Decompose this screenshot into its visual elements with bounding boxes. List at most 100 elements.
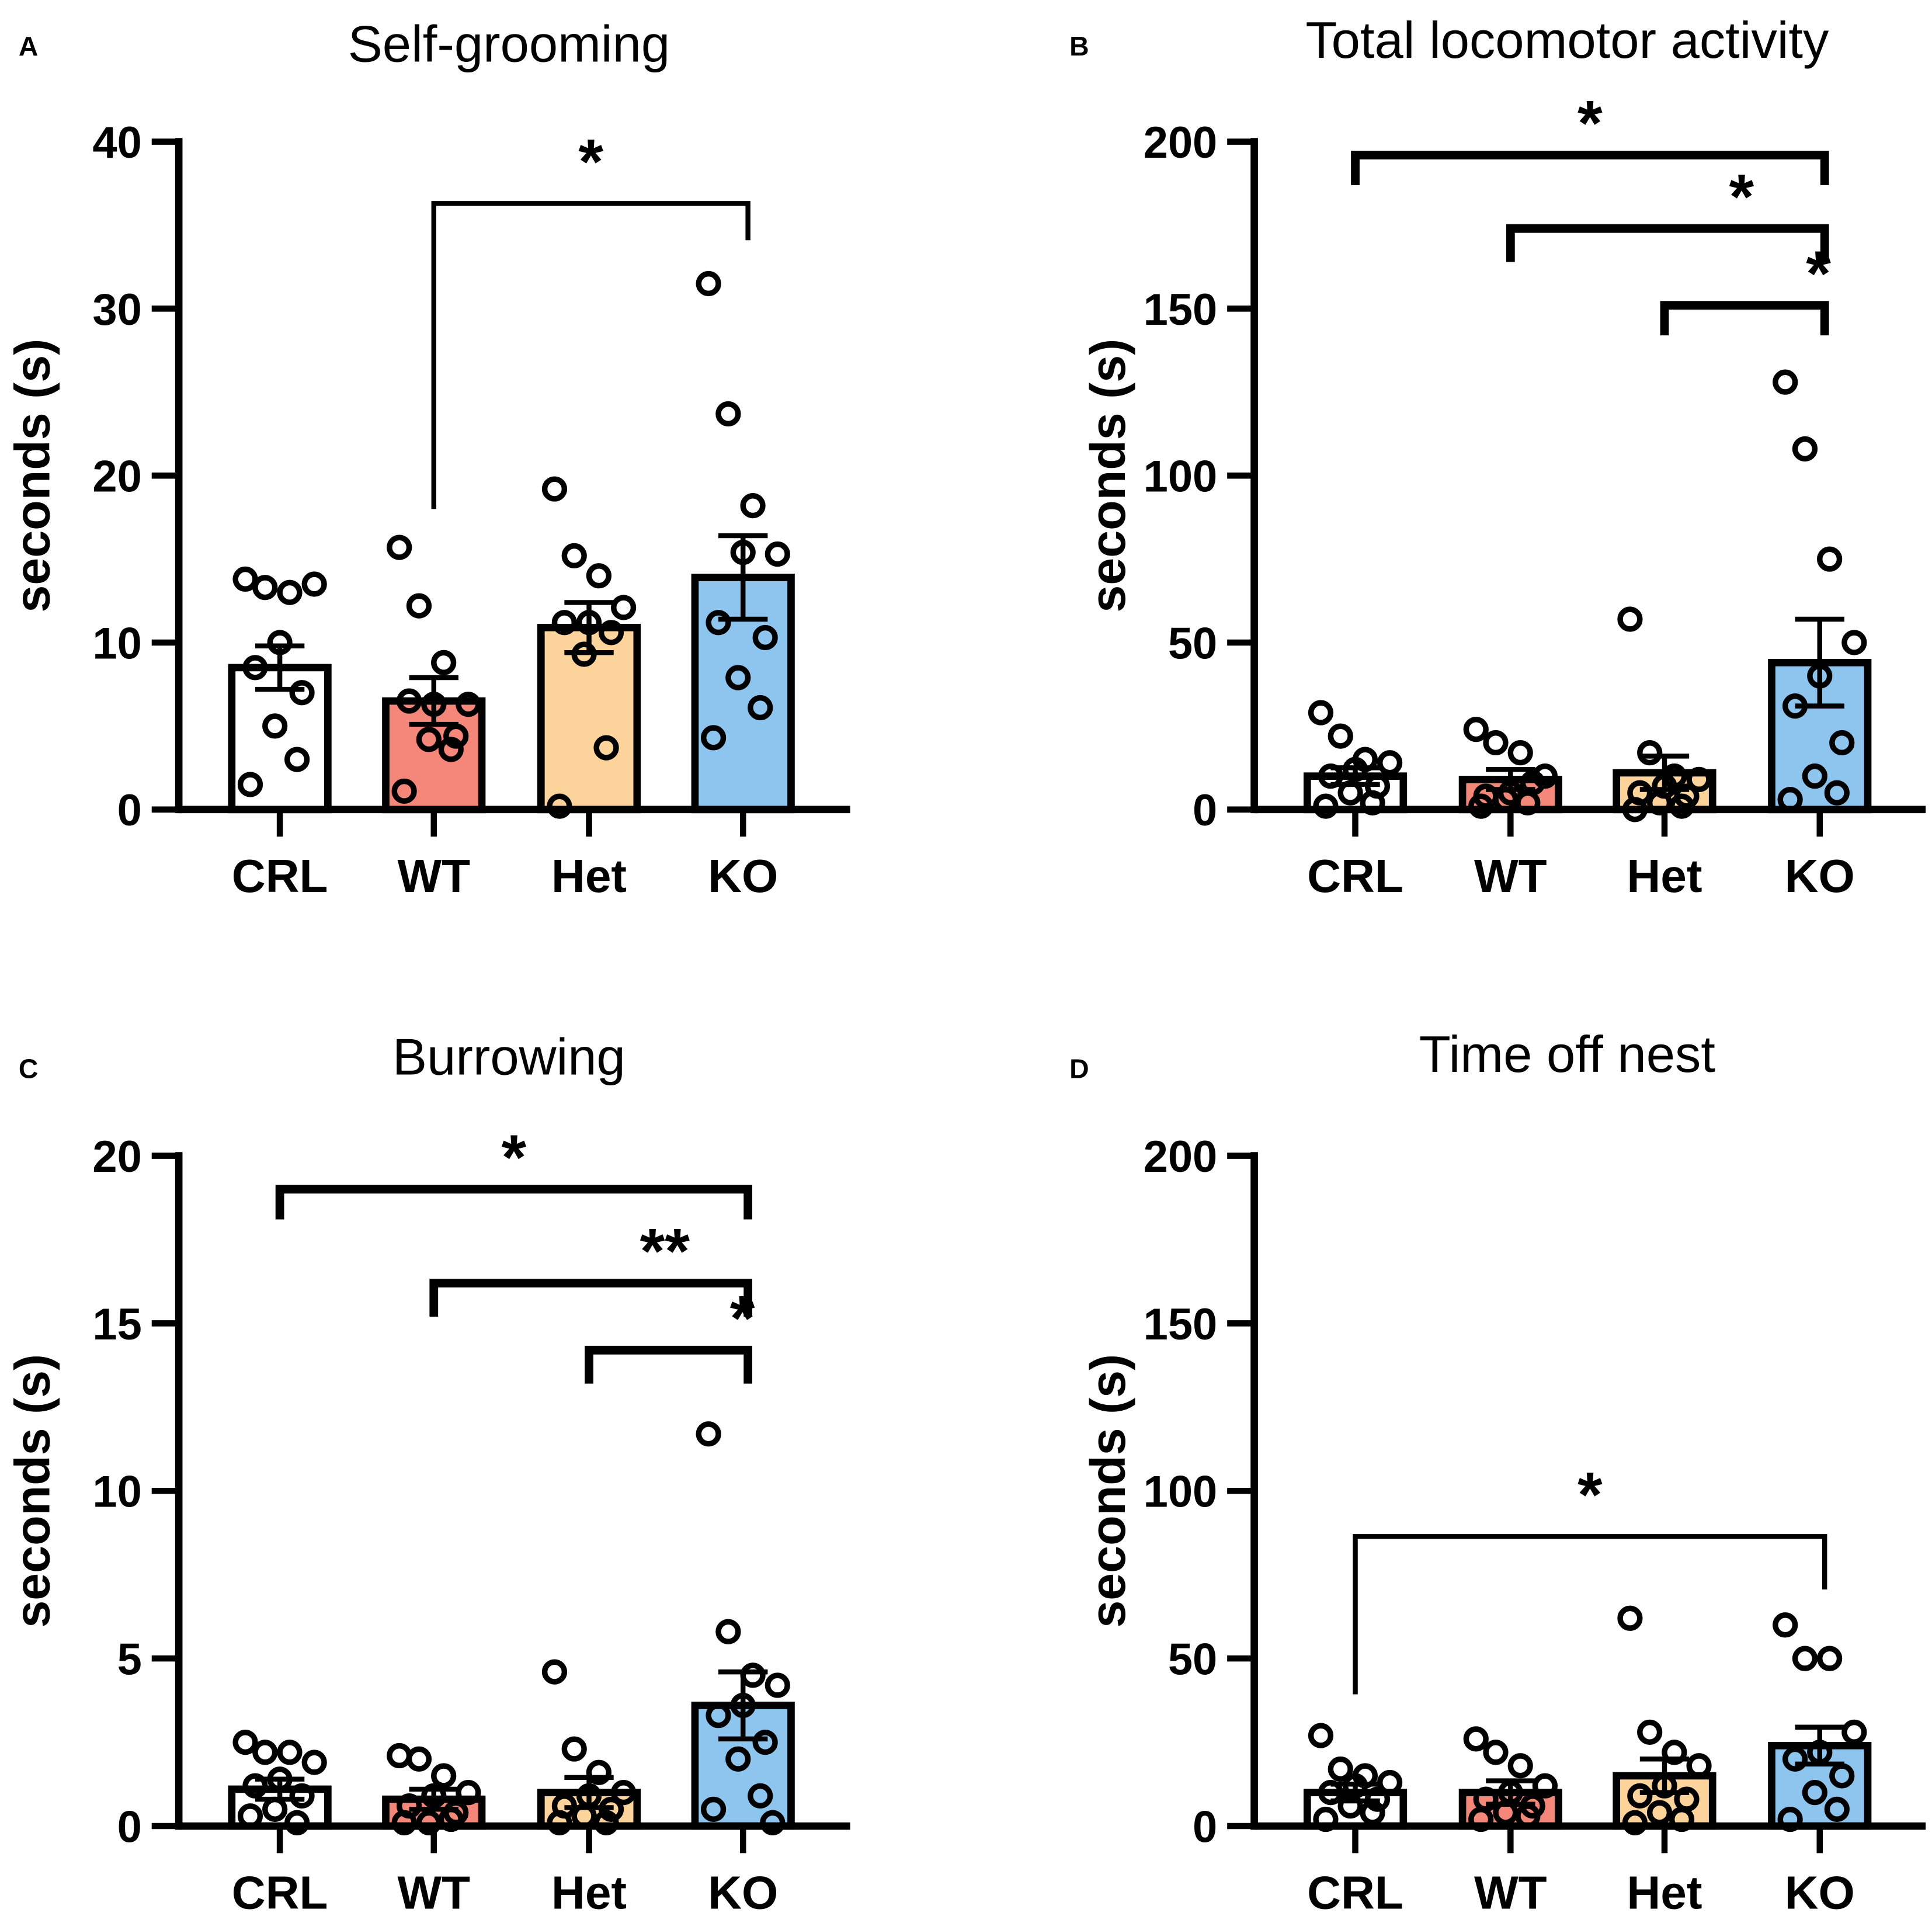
data-point <box>1483 730 1509 756</box>
y-tick-label: 100 <box>1144 1467 1218 1517</box>
y-tick-label: 10 <box>92 619 141 668</box>
data-point <box>561 543 587 569</box>
y-tick-label: 150 <box>1144 1300 1218 1349</box>
significance-label: ** <box>640 1216 690 1287</box>
y-tick-label: 20 <box>92 1132 141 1182</box>
data-point <box>1627 1783 1653 1809</box>
data-point <box>700 1796 727 1822</box>
data-point <box>765 541 790 567</box>
data-point <box>431 1763 457 1789</box>
y-axis-label: seconds (s) <box>5 1354 60 1628</box>
panel-label: D <box>1069 1054 1089 1084</box>
y-tick-label: 0 <box>117 1802 142 1852</box>
data-point <box>586 563 612 589</box>
significance-bracket <box>431 201 750 509</box>
data-point <box>1817 546 1843 572</box>
data-point <box>561 1736 587 1762</box>
data-point <box>406 593 432 619</box>
data-point <box>610 1780 637 1806</box>
data-point <box>456 692 481 717</box>
data-point <box>1617 606 1643 632</box>
data-point <box>700 725 727 751</box>
panel-c: C Burrowing seconds (s) 0 5 10 15 20 CRL WT Het KO *… <box>5 1028 850 1916</box>
data-point <box>396 688 422 714</box>
data-point <box>232 566 258 592</box>
significance-bracket <box>1351 151 1829 185</box>
data-point <box>391 778 417 804</box>
y-tick-label: 0 <box>1193 786 1217 835</box>
error-bar <box>1795 616 1844 709</box>
data-point <box>706 1703 731 1728</box>
error-bar <box>718 1669 768 1742</box>
x-tick-label: WT <box>1474 849 1547 902</box>
data-point <box>1337 1793 1363 1819</box>
data-point <box>1637 740 1663 766</box>
data-point <box>1483 1740 1509 1765</box>
data-point <box>237 772 263 797</box>
error-bar <box>1639 754 1690 792</box>
data-point <box>740 493 766 519</box>
significance-label: * <box>1729 161 1754 232</box>
panel-a: A Self-grooming seconds (s) 0 10 20 30 40 CRL WT H… <box>5 15 850 902</box>
data-point <box>715 1619 741 1644</box>
y-tick-label: 10 <box>92 1467 141 1517</box>
significance-bracket <box>1353 1534 1827 1695</box>
data-point <box>752 624 778 651</box>
data-point <box>1308 700 1334 726</box>
significance-label: * <box>1806 238 1831 310</box>
data-point <box>431 650 457 675</box>
panel-b: B Total locomotor activity seconds (s) 0 50 1… <box>1069 11 1926 902</box>
y-axis-label: seconds (s) <box>1080 339 1135 613</box>
x-tick-label: WT <box>1474 1866 1547 1916</box>
data-point <box>1841 1719 1867 1745</box>
data-point <box>301 571 327 597</box>
data-point <box>242 655 268 681</box>
y-tick-label: 0 <box>1193 1802 1217 1852</box>
y-tick-label: 30 <box>92 285 141 335</box>
data-point <box>1824 780 1850 806</box>
panel-label: A <box>19 31 39 61</box>
data-point <box>715 401 741 427</box>
y-axis-label: seconds (s) <box>1080 1354 1135 1628</box>
y-tick-label: 200 <box>1144 1132 1218 1182</box>
significance-label: * <box>1577 1460 1603 1531</box>
data-point <box>1637 1719 1663 1745</box>
data-point <box>1463 1726 1489 1752</box>
significance-label: * <box>578 127 603 198</box>
significance-label: * <box>730 1283 755 1354</box>
x-tick-label: CRL <box>1307 1866 1403 1916</box>
chart-title: Burrowing <box>392 1028 626 1085</box>
x-tick-label: KO <box>708 1866 778 1916</box>
y-tick-label: 150 <box>1144 285 1218 335</box>
error-bar <box>409 675 458 727</box>
y-tick-label: 200 <box>1144 118 1218 168</box>
y-tick-label: 50 <box>1168 619 1217 668</box>
y-tick-label: 5 <box>117 1635 142 1685</box>
panel-label: C <box>19 1054 39 1084</box>
x-tick-label: Het <box>1627 1866 1702 1916</box>
x-tick-label: KO <box>1785 849 1855 902</box>
data-point <box>1686 1753 1712 1779</box>
x-tick-label: WT <box>397 849 470 902</box>
data-point <box>1773 1612 1798 1638</box>
data-point <box>242 1773 268 1799</box>
data-point <box>1662 1740 1687 1765</box>
data-point <box>593 735 619 761</box>
significance-bracket <box>275 1185 753 1220</box>
x-tick-label: KO <box>1785 1866 1855 1916</box>
y-tick-label: 0 <box>117 786 142 835</box>
data-point <box>725 1746 751 1772</box>
data-point <box>301 1750 327 1775</box>
chart-title: Self-grooming <box>348 15 670 72</box>
data-point <box>1792 436 1818 462</box>
data-point <box>1463 717 1489 742</box>
chart-title: Time off nest <box>1419 1025 1715 1083</box>
error-bar <box>564 1775 614 1810</box>
error-bar <box>1486 1778 1535 1807</box>
data-point <box>284 747 310 772</box>
chart-title: Total locomotor activity <box>1305 11 1829 69</box>
x-tick-label: KO <box>708 849 778 902</box>
data-point <box>1686 766 1712 793</box>
data-point <box>1507 740 1533 766</box>
data-point <box>1377 750 1403 776</box>
